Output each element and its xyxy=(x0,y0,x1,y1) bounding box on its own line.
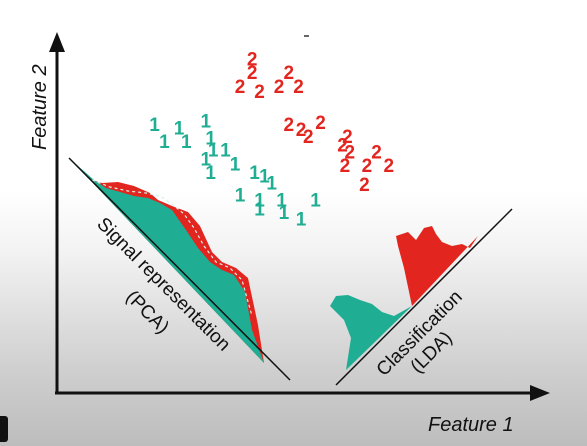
class1-point: 1 xyxy=(230,155,241,176)
class1-point: 1 xyxy=(181,132,192,153)
class1-point: 1 xyxy=(220,141,231,162)
pca-projection xyxy=(68,157,291,381)
lda-teal-region xyxy=(330,295,412,370)
class2-point: 2 xyxy=(235,77,246,98)
class1-point: 1 xyxy=(249,163,260,184)
class2-point: 2 xyxy=(362,156,373,177)
x-axis-label: Feature 1 xyxy=(428,414,514,436)
class1-point: 1 xyxy=(201,111,212,132)
class2-point: 2 xyxy=(340,156,351,177)
class2-point: 2 xyxy=(303,127,314,148)
lda-projection xyxy=(330,208,513,386)
lda-red-region xyxy=(396,226,478,306)
class2-point: 2 xyxy=(337,136,348,157)
class1-point: 1 xyxy=(174,118,185,139)
axes xyxy=(49,32,550,401)
class1-point: 1 xyxy=(201,149,212,170)
class2-point: 2 xyxy=(359,175,370,196)
pca-projection-line xyxy=(68,157,291,381)
class1-point: 1 xyxy=(296,210,307,231)
class2-point: 2 xyxy=(371,142,382,163)
class1-point: 1 xyxy=(254,199,265,220)
y-axis-label: Feature 2 xyxy=(29,64,51,150)
class2-point: 2 xyxy=(293,77,304,98)
pca-dashed-outline xyxy=(91,179,253,317)
class1-point: 1 xyxy=(279,203,290,224)
class2-point: 2 xyxy=(247,49,258,70)
x-axis-arrowhead xyxy=(530,385,550,401)
class2-point: 2 xyxy=(345,142,356,163)
class2-point: 2 xyxy=(296,120,307,141)
class2-point: 2 xyxy=(315,113,326,134)
scatter-points: 1 1 11 1 11 11 11 1 111 1 1 11 1 122 22 2 2 22 2 22 222 22 2 22 xyxy=(149,49,394,230)
class1-point: 1 xyxy=(208,141,219,162)
class1-point: 1 xyxy=(205,129,216,150)
class1-point: 1 xyxy=(205,163,216,184)
class1-point: 1 xyxy=(235,186,246,207)
lda-projection-line xyxy=(335,208,513,386)
class2-point: 2 xyxy=(247,63,258,84)
class1-point: 1 xyxy=(159,132,170,153)
class2-point: 2 xyxy=(274,77,285,98)
class1-point: 1 xyxy=(310,191,321,212)
y-axis-arrowhead xyxy=(49,32,65,52)
class2-point: 2 xyxy=(254,82,265,103)
class2-point: 2 xyxy=(384,156,395,177)
class2-point: 2 xyxy=(342,127,353,148)
class2-point: 2 xyxy=(284,63,295,84)
corner-mark xyxy=(0,416,8,442)
class1-point: 1 xyxy=(254,191,265,212)
class2-point: 2 xyxy=(284,115,295,136)
class1-point: 1 xyxy=(276,191,287,212)
pca-teal-region xyxy=(69,158,264,363)
class1-point: 1 xyxy=(149,115,160,136)
class1-point: 1 xyxy=(266,173,277,194)
class1-point: 1 xyxy=(259,167,270,188)
